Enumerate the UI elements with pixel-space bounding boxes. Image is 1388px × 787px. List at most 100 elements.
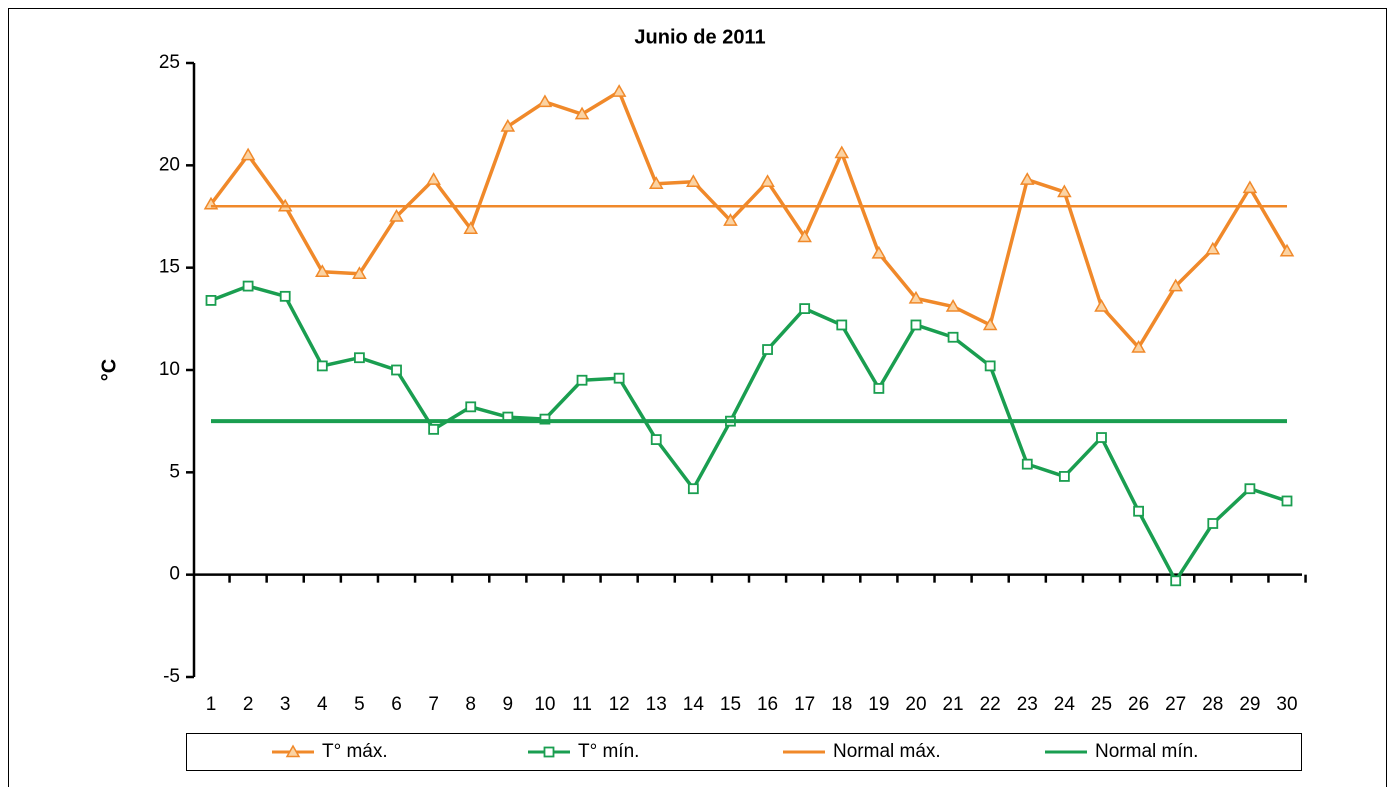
data-point xyxy=(648,176,664,190)
data-point xyxy=(871,245,887,259)
data-point xyxy=(613,372,625,384)
x-tick-label: 26 xyxy=(1128,694,1149,715)
legend-label: Normal máx. xyxy=(833,741,941,762)
data-point xyxy=(945,299,961,312)
x-tick-label: 27 xyxy=(1165,694,1186,715)
data-point xyxy=(279,290,291,302)
x-tick-label: 17 xyxy=(794,694,815,715)
data-point xyxy=(352,266,367,280)
data-point xyxy=(1096,432,1107,443)
data-point xyxy=(686,174,701,187)
legend-box xyxy=(186,733,1302,771)
chart-frame xyxy=(8,8,1387,787)
data-point xyxy=(1244,483,1256,495)
y-tick-label: 20 xyxy=(159,154,180,175)
data-point xyxy=(426,172,441,185)
x-tick-label: 6 xyxy=(391,694,402,715)
data-point xyxy=(539,413,551,425)
data-point xyxy=(650,434,662,445)
data-point xyxy=(834,145,850,159)
legend-label: T° mín. xyxy=(578,741,639,762)
data-point xyxy=(1019,172,1035,185)
data-point xyxy=(576,374,588,386)
data-point xyxy=(205,295,217,306)
x-tick-label: 13 xyxy=(646,694,667,715)
data-point xyxy=(1207,518,1219,529)
y-tick-label: 5 xyxy=(169,461,180,482)
legend-label: T° máx. xyxy=(322,741,388,762)
data-point xyxy=(1279,243,1295,257)
data-point xyxy=(910,319,922,331)
y-tick-label: 15 xyxy=(159,257,180,278)
chart-title: Junio de 2011 xyxy=(634,26,765,48)
data-point xyxy=(315,264,330,278)
data-point xyxy=(1094,299,1109,312)
x-tick-label: 11 xyxy=(572,694,592,715)
x-tick-label: 18 xyxy=(831,694,852,715)
y-axis-title: °C xyxy=(98,359,120,381)
x-tick-label: 3 xyxy=(280,694,291,715)
data-point xyxy=(908,290,924,304)
data-point xyxy=(389,208,404,222)
data-point xyxy=(797,229,812,243)
data-point xyxy=(463,221,479,235)
data-point xyxy=(1242,180,1258,194)
x-tick-label: 15 xyxy=(720,694,741,715)
x-tick-label: 23 xyxy=(1017,694,1038,715)
data-point xyxy=(1281,495,1293,507)
data-point xyxy=(760,174,775,187)
x-tick-label: 19 xyxy=(868,694,889,715)
data-point xyxy=(574,106,590,120)
legend-label: Normal mín. xyxy=(1095,741,1198,762)
data-point xyxy=(242,280,254,292)
x-tick-label: 5 xyxy=(354,694,365,715)
data-point xyxy=(836,319,848,331)
data-point xyxy=(1131,339,1146,353)
data-point xyxy=(799,303,811,315)
x-tick-label: 12 xyxy=(609,694,630,715)
legend-marker xyxy=(543,746,555,758)
data-point xyxy=(316,360,328,372)
data-point xyxy=(1058,471,1070,482)
x-tick-label: 7 xyxy=(428,694,439,715)
x-tick-label: 21 xyxy=(942,694,963,715)
data-point xyxy=(391,364,402,376)
legend-marker xyxy=(285,744,301,758)
x-tick-label: 22 xyxy=(980,694,1001,715)
data-point xyxy=(1170,575,1182,587)
x-tick-label: 9 xyxy=(503,694,514,715)
data-point xyxy=(1168,278,1183,292)
data-point xyxy=(762,344,773,355)
data-point xyxy=(687,483,699,495)
data-point xyxy=(984,360,996,372)
y-tick-label: 0 xyxy=(169,564,180,585)
x-tick-label: 24 xyxy=(1054,694,1076,715)
data-point xyxy=(873,383,885,394)
data-point xyxy=(1021,458,1033,470)
x-tick-label: 1 xyxy=(206,694,217,715)
data-point xyxy=(465,401,477,413)
data-point xyxy=(428,423,440,435)
data-point xyxy=(537,94,553,108)
series-line xyxy=(209,89,1289,350)
data-point xyxy=(500,118,516,132)
y-tick-label: 10 xyxy=(159,359,180,380)
x-tick-label: 30 xyxy=(1276,694,1297,715)
x-tick-label: 28 xyxy=(1202,694,1223,715)
data-point xyxy=(611,84,627,97)
x-tick-label: 8 xyxy=(465,694,476,715)
data-point xyxy=(947,331,959,343)
x-tick-label: 4 xyxy=(317,694,328,715)
x-tick-label: 25 xyxy=(1091,694,1112,715)
y-tick-label: -5 xyxy=(163,666,180,687)
x-tick-label: 20 xyxy=(905,694,926,715)
x-tick-label: 2 xyxy=(243,694,254,715)
data-point xyxy=(982,317,998,331)
data-point xyxy=(1205,241,1221,255)
data-point xyxy=(723,213,738,226)
x-tick-label: 14 xyxy=(683,694,705,715)
x-tick-label: 16 xyxy=(757,694,778,715)
data-point xyxy=(1133,505,1144,517)
x-tick-label: 29 xyxy=(1239,694,1260,715)
